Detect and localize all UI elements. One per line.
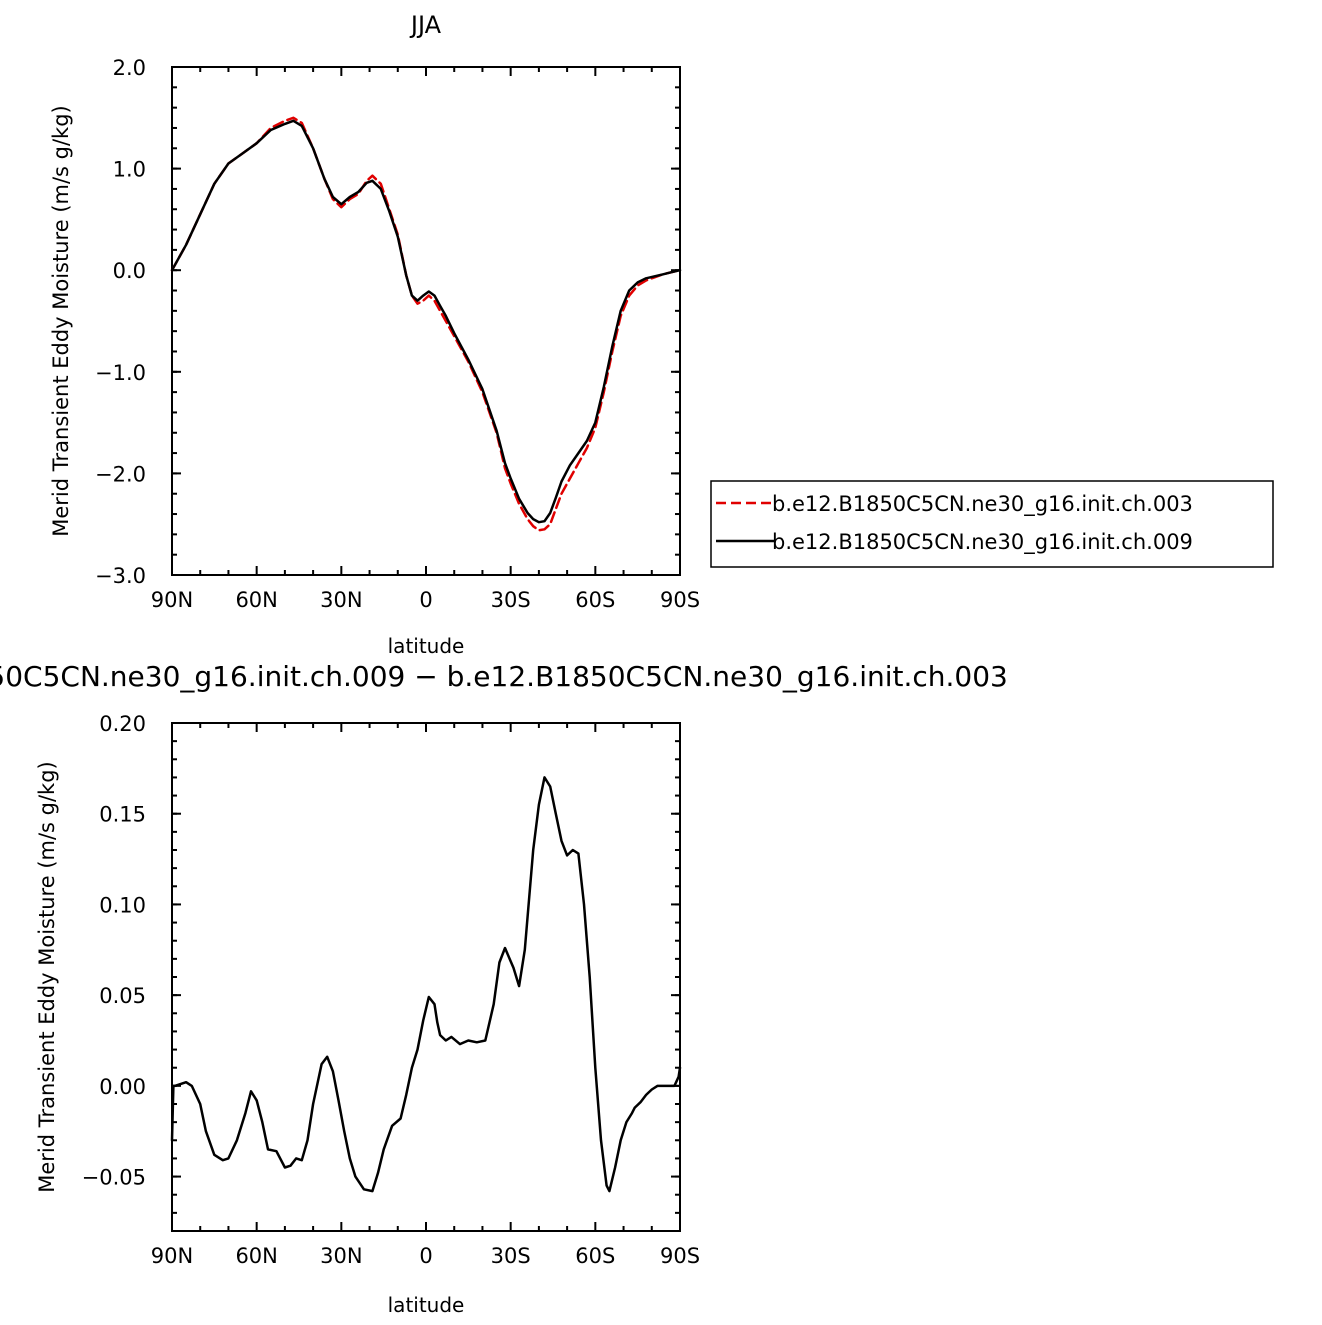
top-series-layer [170,116,682,532]
top-ytick-label: 1.0 [113,158,146,182]
bottom-tick-layer: 90N 60N 30N 0 30S 60S 90S 0.20 0.15 0.10 0.05 0.00 −… [82,712,700,1268]
top-plot-frame [171,66,681,576]
bottom-ytick-label: 0.05 [99,984,146,1008]
bottom-xtick-label: 90S [660,1244,700,1268]
bottom-xtick-label: 0 [419,1244,432,1268]
bottom-panel-title: b.e12.B1850C5CN.ne30_g16.init.ch.009 − b… [0,660,1008,693]
bottom-xtick-label: 60S [575,1244,615,1268]
top-series-line-1 [170,119,682,524]
top-ytick-label: −1.0 [95,361,146,385]
top-xtick-label: 30N [320,588,362,612]
top-ytick-label: −3.0 [95,564,146,588]
bottom-ytick-label: 0.15 [99,803,146,827]
bottom-series-layer [170,776,682,1193]
bottom-xaxis-label: latitude [388,1293,465,1317]
bottom-series-line-0 [170,776,682,1193]
bottom-ytick-label: −0.05 [82,1166,146,1190]
bottom-xtick-label: 90N [151,1244,193,1268]
top-xtick-label: 60S [575,588,615,612]
top-series-line-0 [170,116,682,532]
top-ytick-label: 0.0 [113,259,146,283]
top-xtick-label: 0 [419,588,432,612]
top-yaxis-label: Merid Transient Eddy Moisture (m/s g/kg) [49,105,73,537]
legend-box [710,480,1274,568]
bottom-xtick-label: 30N [320,1244,362,1268]
top-xtick-label: 90S [660,588,700,612]
top-xaxis-label: latitude [388,634,465,658]
top-tick-layer: 90N 60N 30N 0 30S 60S 90S 2.0 1.0 0.0 −1.0 −2.0 −3.0 [95,56,700,612]
bottom-panel: b.e12.B1850C5CN.ne30_g16.init.ch.009 − b… [0,660,1008,1317]
top-panel-title: JJA [409,11,442,39]
legend: b.e12.B1850C5CN.ne30_g16.init.ch.003 b.e… [710,480,1274,568]
bottom-ytick-label: 0.20 [99,712,146,736]
top-xtick-label: 60N [235,588,277,612]
legend-label-009: b.e12.B1850C5CN.ne30_g16.init.ch.009 [772,530,1193,555]
bottom-ytick-label: 0.10 [99,893,146,917]
bottom-xtick-label: 30S [491,1244,531,1268]
bottom-yaxis-label: Merid Transient Eddy Moisture (m/s g/kg) [35,761,59,1193]
bottom-xtick-label: 60N [235,1244,277,1268]
top-ytick-label: 2.0 [113,56,146,80]
top-xtick-label: 90N [151,588,193,612]
top-xtick-label: 30S [491,588,531,612]
top-panel: JJA 90N 60N 30N 0 30S 60S 90S 2.0 1.0 0.0 −1.0 −2.0… [49,11,1274,658]
bottom-ytick-label: 0.00 [99,1075,146,1099]
top-ytick-label: −2.0 [95,462,146,486]
legend-label-003: b.e12.B1850C5CN.ne30_g16.init.ch.003 [772,492,1193,517]
